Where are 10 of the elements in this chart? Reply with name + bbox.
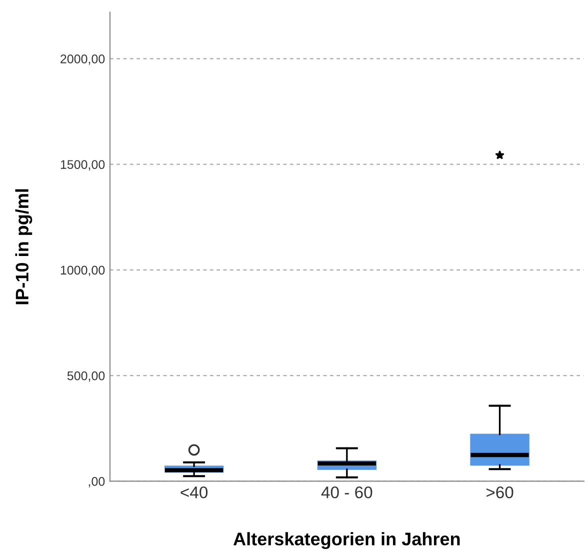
y-axis-title: IP-10 in pg/ml — [15, 189, 32, 304]
y-tick-label: 1500,00 — [60, 160, 105, 170]
y-tick-label: 500,00 — [67, 371, 105, 382]
x-tick-label: <40 — [180, 486, 208, 498]
y-tick-label: 1000,00 — [60, 266, 105, 276]
y-tick-label: 2000,00 — [60, 54, 105, 65]
x-axis-title: Alterskategorien in Jahren — [233, 532, 460, 550]
x-tick-label: >60 — [486, 486, 514, 498]
x-tick-label: 40 - 60 — [321, 486, 372, 498]
y-tick-label: ,00 — [88, 476, 105, 488]
